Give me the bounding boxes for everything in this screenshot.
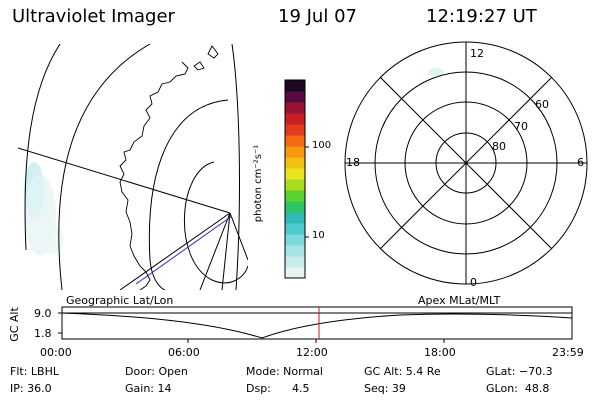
mlat-label-80: 80: [492, 140, 506, 153]
altitude-tick-low: 1.8: [34, 327, 52, 340]
lat-circle-mid: [58, 44, 151, 290]
colorbar-segment: [285, 179, 305, 191]
colorbar-segment: [285, 80, 305, 92]
coastline: [119, 61, 189, 290]
colorbar-segment: [285, 124, 305, 136]
info-ip: IP: 36.0: [10, 382, 52, 395]
colorbar-segment: [285, 256, 305, 268]
colorbar-unit-label: photon cm⁻²s⁻¹: [253, 144, 265, 223]
colorbar-segment: [285, 223, 305, 235]
colorbar-segment: [285, 212, 305, 224]
info-dsp-label: Dsp:: [246, 382, 271, 395]
meridian-1: [18, 147, 231, 214]
info-filter: Flt: LBHL: [10, 365, 59, 378]
meridian-5: [229, 212, 248, 261]
altitude-curve: [61, 312, 573, 339]
x-tick-1200: 12:00: [296, 346, 328, 359]
observation-date: 19 Jul 07: [278, 6, 357, 27]
app-title: Ultraviolet Imager: [12, 6, 175, 27]
altitude-strip: [58, 306, 573, 343]
colorbar-tick-100: 100: [312, 140, 332, 151]
info-mode: Mode: Normal: [246, 365, 323, 378]
polar-glow: [428, 68, 444, 76]
colorbar-segment: [285, 113, 305, 125]
colorbar-segment: [285, 234, 305, 246]
meridian-2: [119, 212, 231, 290]
colorbar-segment: [285, 190, 305, 202]
lat-circle-inner: [148, 99, 229, 290]
x-tick-2359: 23:59: [552, 346, 584, 359]
altitude-frame: [61, 306, 573, 340]
x-tick-0000: 00:00: [40, 346, 72, 359]
mlt-label-6: 6: [577, 156, 584, 169]
altitude-ylabel: GC Alt: [7, 307, 21, 342]
altitude-tick-high: 9.0: [34, 307, 52, 320]
colorbar-segment: [285, 146, 305, 158]
colorbar-tick-10: 10: [312, 230, 325, 241]
mlat-label-70: 70: [514, 120, 528, 133]
observation-time: 12:19:27 UT: [426, 6, 537, 27]
auroral-glow: [24, 162, 64, 255]
meridian-3: [199, 212, 231, 290]
x-tick-0600: 06:00: [168, 346, 200, 359]
mlat-label-60: 60: [535, 98, 549, 111]
mlt-label-0: 0: [470, 276, 477, 289]
info-glat: GLat: −70.3: [486, 365, 553, 378]
colorbar: [285, 80, 305, 279]
geographic-map: [18, 44, 248, 290]
geographic-title: Geographic Lat/Lon: [66, 294, 174, 307]
info-door: Door: Open: [125, 365, 188, 378]
colorbar-segment: [285, 201, 305, 213]
meridian-4: [221, 212, 231, 290]
colorbar-segment: [285, 168, 305, 180]
x-tick-1800: 18:00: [424, 346, 456, 359]
colorbar-segment: [285, 157, 305, 169]
info-dsp-value: 4.5: [292, 382, 310, 395]
info-seq: Seq: 39: [364, 382, 406, 395]
satellite-track: [135, 215, 233, 285]
mlt-diag-2: [379, 76, 553, 250]
info-glon: GLon: 48.8: [486, 382, 550, 395]
colorbar-segment: [285, 267, 305, 279]
colorbar-segment: [285, 135, 305, 147]
colorbar-segment: [285, 245, 305, 257]
lat-circle-outer: [24, 44, 61, 251]
info-gc-alt: GC Alt: 5.4 Re: [364, 365, 441, 378]
colorbar-segment: [285, 102, 305, 114]
colorbar-frame: [284, 79, 306, 279]
mlt-label-18: 18: [346, 156, 360, 169]
mlt-label-12: 12: [470, 47, 484, 60]
colorbar-segment: [285, 91, 305, 103]
apex-title: Apex MLat/MLT: [418, 294, 501, 307]
info-gain: Gain: 14: [125, 382, 172, 395]
polar-plot: [344, 41, 588, 285]
